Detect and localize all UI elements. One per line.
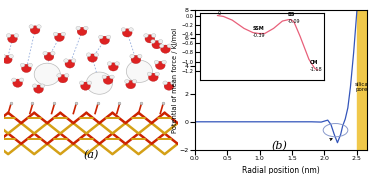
Circle shape — [9, 54, 13, 58]
Circle shape — [30, 26, 40, 34]
Circle shape — [144, 34, 148, 37]
Bar — [357, 10, 378, 150]
Circle shape — [87, 81, 91, 85]
Circle shape — [155, 61, 165, 70]
Circle shape — [126, 60, 152, 82]
Circle shape — [37, 25, 41, 29]
Circle shape — [22, 64, 31, 73]
Y-axis label: Potential of mean force / kJ/mol: Potential of mean force / kJ/mol — [172, 27, 178, 133]
Circle shape — [138, 54, 142, 58]
Circle shape — [158, 39, 163, 43]
Circle shape — [103, 76, 113, 84]
Circle shape — [106, 35, 111, 39]
Circle shape — [64, 59, 68, 63]
Circle shape — [40, 84, 45, 88]
Circle shape — [58, 75, 68, 83]
Circle shape — [13, 79, 23, 87]
Circle shape — [131, 55, 141, 64]
Circle shape — [160, 44, 164, 48]
Circle shape — [108, 63, 118, 71]
Circle shape — [76, 26, 81, 30]
Circle shape — [86, 53, 91, 57]
Circle shape — [84, 26, 88, 30]
Circle shape — [34, 63, 60, 85]
Circle shape — [121, 28, 125, 31]
Circle shape — [14, 34, 19, 37]
Circle shape — [20, 63, 25, 67]
Circle shape — [43, 51, 47, 55]
Circle shape — [87, 72, 113, 94]
Circle shape — [19, 78, 24, 82]
Circle shape — [151, 39, 155, 43]
Circle shape — [155, 72, 160, 76]
Circle shape — [51, 51, 55, 55]
Circle shape — [8, 35, 17, 43]
Circle shape — [34, 85, 43, 93]
Circle shape — [163, 81, 167, 85]
Circle shape — [65, 74, 69, 77]
Circle shape — [99, 35, 103, 39]
Circle shape — [44, 52, 54, 61]
Text: (a): (a) — [83, 150, 98, 160]
X-axis label: Radial position (nm): Radial position (nm) — [242, 167, 319, 174]
Circle shape — [149, 73, 158, 81]
Circle shape — [170, 81, 175, 85]
Circle shape — [6, 34, 11, 37]
Circle shape — [167, 44, 172, 48]
Circle shape — [130, 54, 134, 58]
Circle shape — [129, 28, 133, 31]
Circle shape — [12, 78, 16, 82]
Circle shape — [65, 60, 75, 68]
Circle shape — [77, 27, 87, 35]
Circle shape — [100, 36, 110, 44]
Circle shape — [145, 35, 155, 43]
Circle shape — [33, 84, 37, 88]
Circle shape — [71, 59, 76, 63]
Circle shape — [152, 34, 156, 37]
Circle shape — [28, 63, 33, 67]
Circle shape — [132, 80, 137, 83]
Circle shape — [147, 72, 152, 76]
Circle shape — [126, 81, 136, 89]
Circle shape — [110, 75, 114, 79]
Text: silica
pore: silica pore — [355, 82, 369, 92]
Circle shape — [125, 80, 129, 83]
Circle shape — [164, 82, 174, 90]
Circle shape — [54, 33, 64, 41]
Circle shape — [154, 60, 159, 64]
Circle shape — [53, 32, 58, 36]
Circle shape — [94, 53, 99, 57]
Circle shape — [57, 74, 61, 77]
Circle shape — [88, 54, 97, 62]
Circle shape — [102, 75, 107, 79]
Circle shape — [29, 25, 34, 29]
Circle shape — [122, 29, 132, 37]
Circle shape — [61, 32, 65, 36]
Circle shape — [115, 62, 119, 66]
Circle shape — [152, 41, 162, 49]
Circle shape — [162, 60, 166, 64]
Circle shape — [79, 81, 84, 85]
Circle shape — [81, 82, 90, 90]
Circle shape — [2, 55, 12, 64]
Circle shape — [161, 45, 170, 53]
Circle shape — [1, 54, 6, 58]
Text: (b): (b) — [271, 141, 287, 151]
Circle shape — [107, 62, 112, 66]
